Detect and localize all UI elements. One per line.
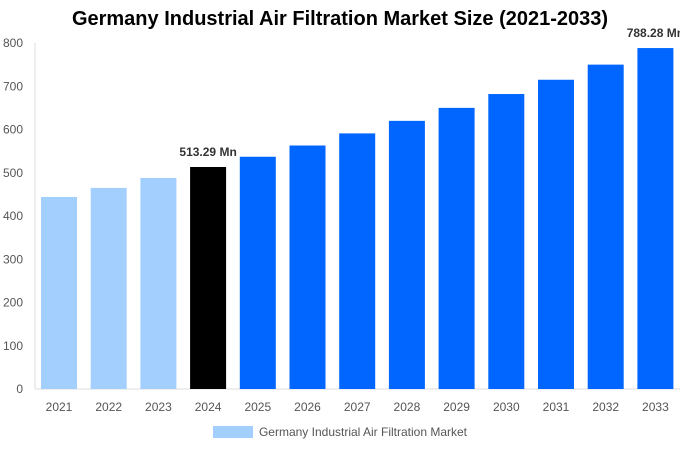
- y-tick-label: 800: [3, 36, 23, 50]
- x-tick-label: 2032: [592, 400, 619, 414]
- legend-swatch: [212, 426, 253, 438]
- chart-title: Germany Industrial Air Filtration Market…: [71, 8, 609, 30]
- x-tick-label: 2025: [244, 400, 271, 414]
- x-tick-label: 2028: [394, 400, 421, 414]
- bar-2030: [488, 94, 525, 389]
- x-tick-label: 2024: [195, 400, 222, 414]
- x-tick-label: 2023: [145, 400, 172, 414]
- y-tick-label: 0: [16, 382, 23, 396]
- y-tick-label: 300: [3, 252, 23, 266]
- data-label: 788.28 Mn: [627, 26, 680, 40]
- bar-2024: [190, 167, 227, 389]
- x-tick-label: 2029: [443, 400, 470, 414]
- bar-2027: [339, 133, 376, 389]
- x-tick-label: 2026: [294, 400, 321, 414]
- x-tick-label: 2022: [95, 400, 122, 414]
- bar-2029: [438, 107, 475, 389]
- bar-2031: [538, 79, 574, 389]
- bar-2032: [587, 64, 624, 389]
- x-tick-label: 2033: [642, 400, 669, 414]
- x-tick-label: 2027: [344, 400, 371, 414]
- bar-2033: [637, 48, 674, 389]
- bar-2026: [289, 145, 326, 389]
- bar-2028: [388, 120, 425, 389]
- data-label: 513.29 Mn: [179, 145, 236, 159]
- y-tick-label: 500: [3, 166, 23, 180]
- y-tick-label: 100: [3, 339, 23, 353]
- legend: Germany Industrial Air Filtration Market: [0, 425, 680, 439]
- y-tick-label: 600: [3, 123, 23, 137]
- bar-2022: [90, 187, 127, 389]
- x-tick-label: 2021: [46, 400, 73, 414]
- y-tick-label: 700: [3, 79, 23, 93]
- x-tick-label: 2031: [543, 400, 570, 414]
- bar-2023: [140, 177, 177, 389]
- legend-label: Germany Industrial Air Filtration Market: [258, 425, 468, 439]
- bar-2021: [41, 196, 77, 389]
- y-tick-label: 400: [3, 209, 23, 223]
- y-tick-label: 200: [3, 296, 23, 310]
- x-tick-label: 2030: [493, 400, 520, 414]
- bar-2025: [239, 156, 276, 389]
